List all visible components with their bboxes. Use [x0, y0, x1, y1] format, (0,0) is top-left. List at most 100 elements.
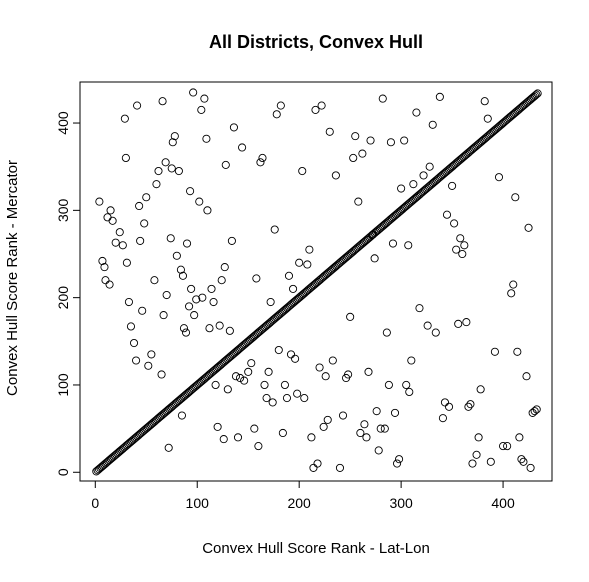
- data-point: [272, 110, 281, 119]
- data-point: [258, 153, 267, 163]
- data-point: [317, 101, 326, 110]
- data-point: [307, 433, 316, 442]
- data-point: [400, 136, 409, 145]
- data-point: [466, 400, 475, 409]
- y-tick-label: 100: [55, 373, 71, 397]
- data-point: [440, 398, 450, 407]
- data-point: [390, 408, 400, 417]
- data-point: [203, 206, 212, 215]
- data-point: [428, 120, 437, 129]
- data-point: [409, 180, 418, 189]
- data-point: [244, 367, 253, 376]
- data-point: [158, 97, 167, 106]
- data-point: [315, 363, 324, 372]
- data-point: [464, 402, 473, 411]
- data-point: [252, 274, 261, 283]
- data-point: [321, 372, 330, 381]
- data-point: [483, 114, 492, 123]
- data-point: [101, 276, 110, 285]
- data-point: [388, 239, 398, 248]
- data-point: [120, 114, 129, 123]
- data-point: [313, 459, 322, 468]
- data-point: [147, 350, 156, 359]
- data-point: [468, 459, 477, 468]
- data-point: [328, 356, 337, 365]
- data-point: [126, 322, 136, 331]
- data-point: [176, 265, 185, 274]
- data-point: [170, 132, 179, 141]
- data-point: [266, 297, 275, 307]
- data-point: [503, 442, 512, 451]
- x-tick-label: 200: [287, 495, 311, 511]
- data-point: [215, 321, 224, 330]
- data-point: [227, 236, 236, 245]
- data-point: [195, 197, 204, 206]
- data-point: [376, 424, 385, 433]
- data-point: [472, 450, 481, 459]
- data-point: [335, 463, 345, 472]
- data-point: [293, 389, 302, 398]
- data-point: [100, 263, 109, 272]
- data-point: [150, 276, 159, 285]
- data-point: [140, 219, 149, 228]
- data-point: [166, 234, 175, 243]
- data-point: [490, 347, 499, 356]
- data-point: [305, 245, 314, 254]
- data-point: [209, 297, 218, 307]
- data-point: [407, 356, 416, 365]
- data-point: [142, 193, 151, 202]
- data-point: [526, 463, 535, 472]
- data-point: [517, 455, 526, 464]
- data-point: [524, 223, 533, 232]
- data-point: [182, 239, 192, 248]
- y-tick-label: 0: [55, 468, 71, 476]
- data-point: [494, 173, 504, 182]
- data-point: [370, 254, 379, 263]
- data-point: [256, 158, 265, 167]
- data-point: [351, 132, 360, 141]
- data-point: [404, 241, 413, 250]
- data-point: [515, 433, 524, 442]
- data-point: [144, 361, 153, 370]
- data-point: [423, 321, 432, 330]
- data-point: [395, 455, 404, 464]
- chart-title: All Districts, Convex Hull: [209, 32, 423, 52]
- data-point: [309, 463, 318, 472]
- data-point: [108, 216, 117, 225]
- x-axis: 0 100 200 300 400: [91, 480, 515, 511]
- data-point: [286, 350, 296, 359]
- data-point: [415, 304, 424, 313]
- data-point: [238, 143, 247, 152]
- data-point: [213, 422, 222, 431]
- data-point: [425, 162, 434, 171]
- data-point: [282, 394, 292, 403]
- data-point: [133, 101, 142, 110]
- data-point: [513, 347, 522, 356]
- y-axis: 0 100 200 300 400: [55, 111, 81, 476]
- data-point: [174, 166, 183, 176]
- data-point: [111, 238, 120, 247]
- data-point: [138, 306, 147, 315]
- data-point: [368, 230, 377, 239]
- data-point: [533, 89, 542, 98]
- data-point: [462, 318, 471, 327]
- data-point: [295, 258, 304, 267]
- data-point: [157, 370, 166, 379]
- data-point: [511, 193, 520, 202]
- data-point: [450, 219, 459, 228]
- data-point: [185, 302, 194, 311]
- data-point: [280, 380, 289, 390]
- data-point: [378, 94, 387, 103]
- data-point: [220, 263, 229, 272]
- data-point: [129, 338, 139, 348]
- data-point: [412, 108, 421, 117]
- data-point: [124, 297, 133, 307]
- data-point: [532, 405, 541, 414]
- data-point: [530, 91, 540, 100]
- data-point: [530, 407, 539, 416]
- data-point: [274, 345, 283, 355]
- data-point: [95, 197, 104, 206]
- data-point: [198, 293, 207, 302]
- data-point: [98, 256, 107, 266]
